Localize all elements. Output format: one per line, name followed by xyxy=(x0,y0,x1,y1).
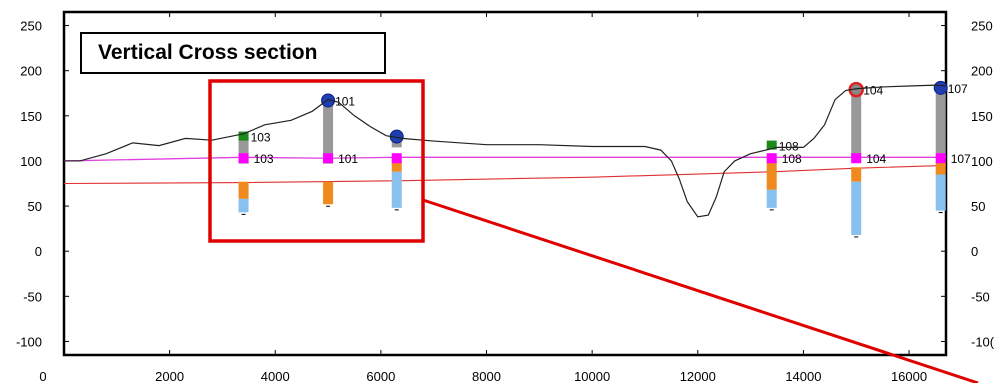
borehole-top-label: 108 xyxy=(779,140,799,154)
callout-box xyxy=(208,79,425,243)
borehole-orange-segment xyxy=(238,181,249,199)
borehole-blue-segment xyxy=(391,171,402,208)
borehole-blue-segment xyxy=(935,174,946,211)
borehole-gray-segment xyxy=(935,87,946,160)
borehole-magenta-marker xyxy=(851,153,862,164)
x-tick-label: 6000 xyxy=(366,369,395,383)
borehole-magenta-marker xyxy=(391,153,402,164)
y-tick-label: 100 xyxy=(20,154,42,169)
x-tick-label: 12000 xyxy=(680,369,716,383)
y-tick-label: 200 xyxy=(20,64,42,79)
borehole-top-blue-circle xyxy=(933,80,948,95)
borehole-orange-segment xyxy=(766,160,777,190)
borehole-mid-label: 103 xyxy=(254,152,274,166)
x-tick-label: 2000 xyxy=(155,369,184,383)
x-tick-label: 8000 xyxy=(472,369,501,383)
magenta_line-series xyxy=(63,156,946,162)
borehole-top-label: 107 xyxy=(948,82,968,96)
borehole-magenta-marker xyxy=(935,153,946,164)
borehole-top-label: 103 xyxy=(251,131,271,145)
callout-leader-line xyxy=(422,198,979,383)
borehole-mid-label: 104 xyxy=(866,152,886,166)
y-tick-label-right: 150 xyxy=(971,109,993,124)
borehole-mid-label: 101 xyxy=(338,152,358,166)
y-tick-label: 50 xyxy=(28,199,42,214)
chart-title: Vertical Cross section xyxy=(80,32,386,74)
borehole-mid-label: 108 xyxy=(782,152,802,166)
y-tick-label-right: -10( xyxy=(971,334,995,349)
borehole-top-label: 101 xyxy=(335,94,355,108)
y-tick-label: -100 xyxy=(16,334,42,349)
borehole-top-blue-circle xyxy=(321,93,336,108)
borehole-blue-segment xyxy=(766,189,777,208)
y-tick-label: 0 xyxy=(35,244,42,259)
borehole-orange-segment xyxy=(935,160,946,175)
borehole-orange-segment xyxy=(851,167,862,182)
x-tick-label: 4000 xyxy=(261,369,290,383)
borehole-gray-segment xyxy=(851,89,862,160)
x-tick-label: 16000 xyxy=(891,369,927,383)
borehole-mid-label: 107 xyxy=(951,152,971,166)
y-tick-label-right: -50 xyxy=(971,289,990,304)
borehole-magenta-marker xyxy=(323,153,334,164)
borehole-orange-segment xyxy=(391,158,402,172)
y-tick-label-right: 250 xyxy=(971,19,993,34)
terrain-series xyxy=(64,84,947,218)
borehole-blue-segment xyxy=(851,181,862,235)
y-tick-label: -50 xyxy=(23,289,42,304)
x-tick-label: 0 xyxy=(39,369,46,383)
y-tick-label-right: 100 xyxy=(971,154,993,169)
y-tick-label-right: 0 xyxy=(971,244,978,259)
borehole-blue-segment xyxy=(238,198,249,213)
borehole-top-green-marker xyxy=(766,140,777,150)
borehole-gray-segment xyxy=(238,136,249,164)
y-tick-label-right: 200 xyxy=(971,64,993,79)
borehole-top-green-marker xyxy=(238,131,249,141)
y-tick-label-right: 50 xyxy=(971,199,985,214)
borehole-orange-segment xyxy=(323,181,334,205)
y-tick-label: 250 xyxy=(20,19,42,34)
y-tick-label: 150 xyxy=(20,109,42,124)
borehole-magenta-marker xyxy=(238,153,249,164)
x-tick-label: 14000 xyxy=(785,369,821,383)
borehole-magenta-marker xyxy=(766,153,777,164)
x-tick-label: 10000 xyxy=(574,369,610,383)
borehole-gray-segment xyxy=(323,100,334,164)
borehole-top-label: 104 xyxy=(863,84,883,98)
